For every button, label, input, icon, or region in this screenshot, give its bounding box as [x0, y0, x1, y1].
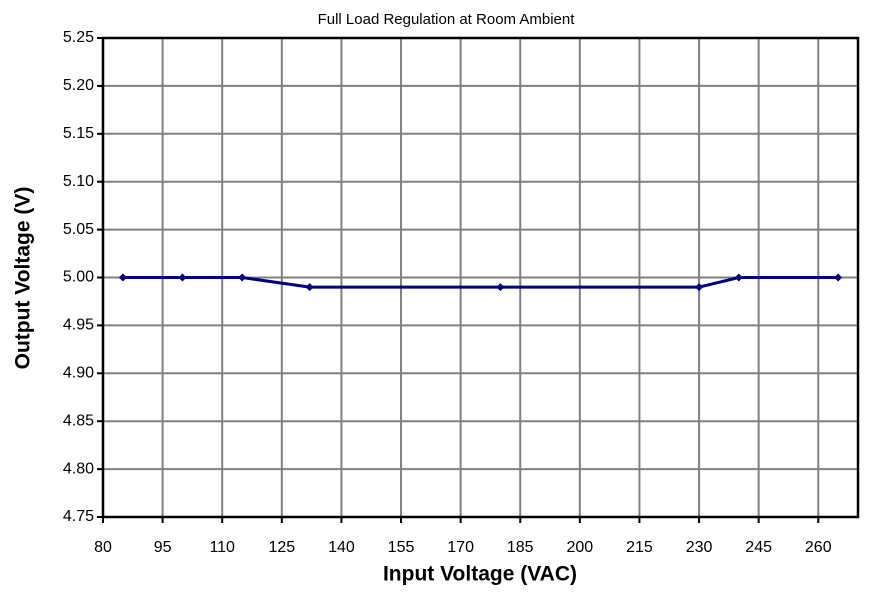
x-tick-label: 110: [209, 539, 235, 556]
point-marker: [178, 273, 187, 282]
x-tick-label: 185: [507, 539, 534, 556]
x-tick-label: 95: [154, 539, 172, 556]
y-axis-title: Output Voltage (V): [12, 187, 35, 370]
point-marker: [238, 273, 247, 282]
y-tick-label: 4.90: [63, 365, 94, 382]
x-tick-label: 125: [268, 539, 295, 556]
x-tick-label: 215: [626, 539, 653, 556]
x-tick-label: 260: [805, 539, 832, 556]
x-tick-label: 155: [388, 539, 415, 556]
y-tick-label: 5.05: [63, 221, 94, 238]
x-tick-label: 245: [745, 539, 772, 556]
plot-border: [101, 36, 860, 519]
y-tick-label: 5.15: [63, 125, 94, 142]
y-tick-label: 4.95: [63, 317, 94, 334]
x-axis-title: Input Voltage (VAC): [383, 563, 577, 586]
y-tick-label: 5.10: [63, 173, 94, 190]
y-tick-label: 4.80: [63, 460, 94, 477]
point-marker: [734, 273, 743, 282]
point-marker: [496, 283, 505, 292]
x-tick-label: 200: [566, 539, 593, 556]
y-tick-label: 5.20: [63, 77, 94, 94]
point-marker: [834, 273, 843, 282]
point-marker: [695, 283, 704, 292]
y-tick-label: 4.75: [63, 508, 94, 525]
x-tick-label: 230: [686, 539, 713, 556]
x-tick-label: 170: [447, 539, 474, 556]
point-marker: [305, 283, 314, 292]
y-tick-label: 5.00: [63, 269, 94, 286]
y-tick-label: 5.25: [63, 29, 94, 46]
x-tick-label: 80: [94, 539, 112, 556]
series-line: [122, 276, 839, 289]
chart-title: Full Load Regulation at Room Ambient: [318, 11, 576, 28]
point-marker: [118, 273, 127, 282]
y-tick-label: 4.85: [63, 412, 94, 429]
x-tick-label: 140: [328, 539, 355, 556]
